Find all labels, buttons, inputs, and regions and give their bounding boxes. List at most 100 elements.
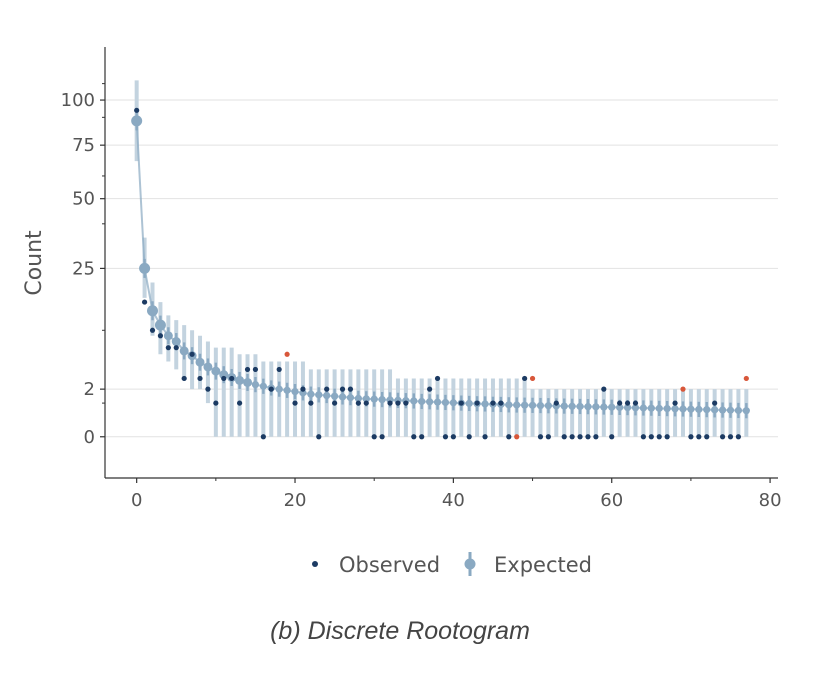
- expected-point-67: [663, 404, 671, 413]
- expected-point-10: [211, 366, 221, 376]
- observed-point-36: [419, 434, 425, 440]
- expected-point-72: [703, 406, 711, 414]
- observed-point-64: [640, 434, 647, 440]
- observed-point-63: [632, 400, 639, 406]
- expected-point-11: [219, 370, 229, 380]
- expected-point-3: [154, 319, 166, 331]
- observed-point-33: [395, 400, 401, 406]
- observed-point-59: [601, 386, 607, 392]
- expected-point-30: [370, 395, 378, 403]
- observed-point-1: [141, 299, 148, 305]
- expected-point-77: [742, 407, 750, 415]
- expected-point-71: [695, 405, 703, 414]
- observed-point-28: [355, 400, 361, 406]
- observed-points: [134, 107, 749, 440]
- observed-point-7: [189, 351, 195, 357]
- observed-point-58: [593, 434, 599, 440]
- expected-point-21: [299, 389, 307, 397]
- observed-point-73: [712, 400, 718, 406]
- x-tick-label-60: 60: [600, 490, 623, 511]
- expected-point-57: [584, 403, 592, 411]
- legend-expected-marker: [464, 558, 476, 570]
- observed-point-41: [458, 400, 464, 406]
- expected-point-8: [195, 357, 205, 367]
- y-tick-label-0: 0: [84, 427, 95, 448]
- expected-point-74: [718, 406, 727, 414]
- expected-point-2: [147, 305, 159, 317]
- expected-point-35: [410, 397, 418, 405]
- expected-line: [135, 120, 747, 412]
- expected-point-44: [481, 400, 489, 408]
- observed-point-13: [237, 400, 243, 406]
- observed-point-18: [276, 366, 282, 373]
- expected-point-31: [378, 395, 386, 404]
- figure-caption: (b) Discrete Rootogram: [270, 617, 530, 645]
- y-tick-label-50: 50: [72, 189, 95, 210]
- observed-point-31: [379, 434, 385, 440]
- observed-point-51: [537, 434, 544, 440]
- expected-point-73: [711, 406, 719, 414]
- observed-point-30: [371, 434, 377, 440]
- observed-point-15: [252, 366, 259, 373]
- expected-point-64: [639, 404, 648, 412]
- expected-intervals: [134, 80, 749, 437]
- observed-point-21: [300, 386, 306, 392]
- expected-point-13: [235, 375, 245, 385]
- observed-point-25: [332, 400, 338, 406]
- observed-point-11: [221, 375, 227, 382]
- observed-point-37: [427, 386, 433, 392]
- observed-point-70: [688, 434, 694, 440]
- expected-point-15: [251, 381, 260, 389]
- legend-expected-label: Expected: [494, 553, 592, 577]
- observed-point-9: [205, 386, 211, 392]
- expected-point-42: [465, 399, 473, 408]
- expected-point-54: [560, 402, 568, 410]
- expected-point-68: [671, 405, 679, 413]
- observed-point-32: [387, 400, 393, 406]
- expected-point-16: [259, 382, 267, 390]
- expected-point-14: [243, 377, 253, 387]
- y-tick-label-75: 75: [72, 135, 95, 156]
- observed-point-40: [450, 434, 456, 440]
- legend: Observed Expected: [312, 552, 592, 577]
- legend-observed-marker: [312, 561, 318, 567]
- expected-point-20: [291, 387, 299, 396]
- observed-point-outside-48: [514, 434, 520, 440]
- expected-point-49: [521, 401, 529, 409]
- expected-point-9: [203, 362, 213, 372]
- y-tick-label-100: 100: [61, 90, 95, 111]
- observed-point-55: [569, 434, 575, 440]
- expected-point-5: [171, 337, 181, 347]
- expected-point-38: [433, 398, 442, 406]
- observed-point-26: [339, 386, 346, 392]
- y-tick-label-25: 25: [72, 258, 95, 279]
- expected-point-28: [354, 394, 362, 402]
- expected-point-6: [179, 346, 189, 356]
- observed-point-10: [213, 400, 219, 406]
- expected-point-75: [726, 406, 735, 414]
- observed-point-53: [553, 400, 559, 406]
- observed-point-39: [442, 434, 449, 440]
- expected-point-37: [426, 398, 434, 406]
- observed-point-24: [324, 386, 330, 392]
- observed-point-outside-69: [680, 386, 686, 392]
- observed-point-61: [617, 400, 623, 406]
- expected-point-0: [131, 115, 143, 127]
- observed-point-72: [704, 434, 710, 440]
- y-tick-label-2: 2: [84, 379, 95, 400]
- observed-point-outside-50: [529, 375, 536, 382]
- observed-point-outside-19: [284, 351, 290, 357]
- expected-point-26: [338, 393, 347, 401]
- observed-point-60: [609, 434, 615, 440]
- observed-point-71: [696, 434, 702, 440]
- axes: 0 2 25 50 75 100 0 20 40 60 80: [61, 47, 782, 511]
- observed-point-38: [434, 375, 441, 382]
- expected-point-47: [505, 401, 513, 409]
- observed-point-6: [181, 375, 187, 382]
- expected-point-76: [734, 406, 743, 415]
- observed-point-45: [490, 400, 496, 406]
- x-tick-label-80: 80: [759, 490, 782, 511]
- expected-point-29: [362, 395, 370, 403]
- observed-point-14: [244, 366, 251, 373]
- observed-point-44: [482, 434, 488, 440]
